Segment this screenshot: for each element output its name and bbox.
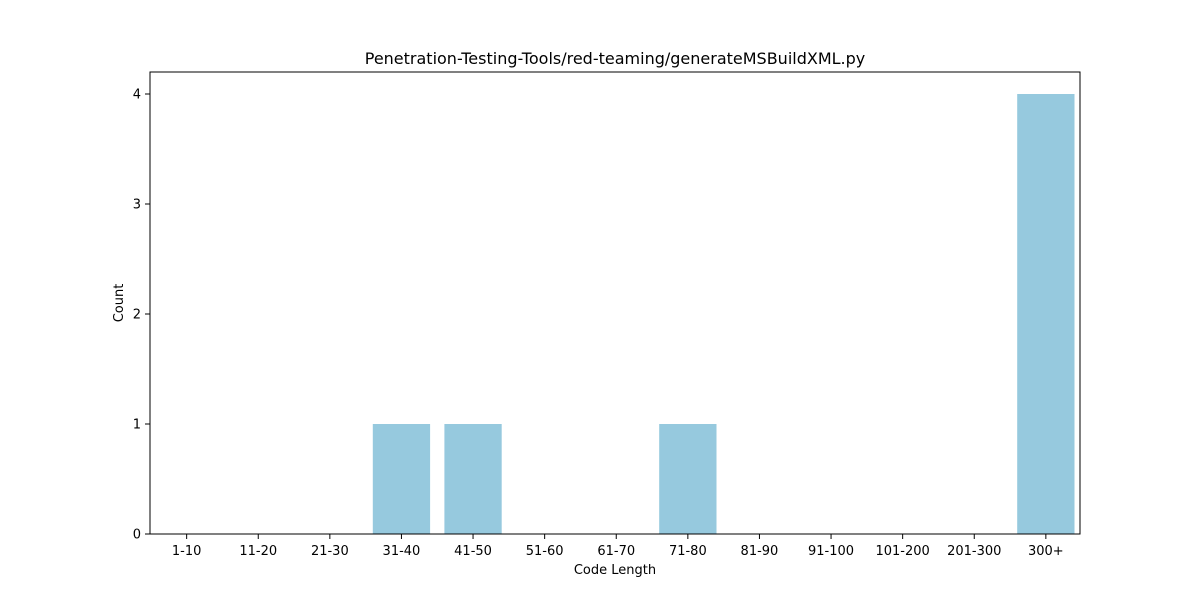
x-tick-label: 41-50 [454, 544, 492, 559]
y-tick-label: 3 [133, 198, 141, 213]
bars-layer [372, 94, 1075, 534]
x-tick-label: 300+ [1028, 544, 1064, 559]
y-axis-label: Count [112, 284, 127, 323]
bar-41-50 [444, 424, 502, 534]
y-tick-label: 4 [133, 88, 141, 103]
bar-31-40 [372, 424, 431, 534]
x-tick-label: 81-90 [741, 544, 779, 559]
y-tick-label: 2 [133, 308, 141, 323]
x-tick-label: 11-20 [239, 544, 277, 559]
x-tick-label: 61-70 [597, 544, 635, 559]
x-tick-label: 91-100 [808, 544, 854, 559]
y-tick-label: 1 [133, 418, 141, 433]
bar-71-80 [659, 424, 717, 534]
bar-300+ [1017, 94, 1075, 534]
x-tick-label: 21-30 [311, 544, 349, 559]
ticks-layer: 1-10 11-20 21-30 31-40 41-50 51-60 61-70 71-80 8… [133, 88, 1064, 560]
plot-frame [149, 71, 1081, 535]
x-tick-label: 201-300 [947, 544, 1001, 559]
x-tick-label: 71-80 [669, 544, 707, 559]
x-tick-label: 31-40 [383, 544, 421, 559]
x-axis-label: Code Length [574, 563, 656, 578]
x-tick-label: 101-200 [875, 544, 929, 559]
y-tick-label: 0 [133, 528, 141, 543]
chart-title: Penetration-Testing-Tools/red-teaming/ge… [365, 49, 866, 68]
x-tick-label: 1-10 [172, 544, 202, 559]
x-tick-label: 51-60 [526, 544, 564, 559]
